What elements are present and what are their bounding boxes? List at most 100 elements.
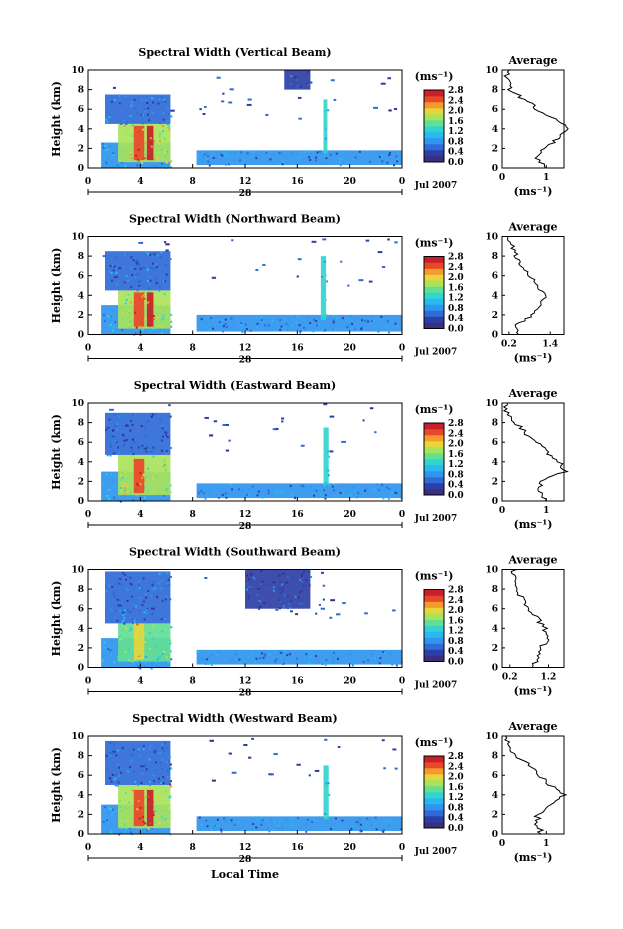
- heatmap-speckle: [144, 476, 147, 479]
- heatmap-speckle: [112, 326, 115, 329]
- heatmap-speckle: [130, 419, 133, 422]
- heatmap-speckle: [122, 119, 125, 122]
- heatmap-speckle: [324, 815, 327, 818]
- heatmap-speckle: [115, 773, 118, 776]
- heatmap-speckle: [168, 404, 171, 407]
- colorbar-segment: [424, 477, 444, 484]
- heatmap-speckle: [146, 448, 149, 451]
- heatmap-speckle: [299, 578, 302, 581]
- heatmap-speckle: [108, 752, 114, 755]
- heatmap-speckle: [278, 827, 281, 830]
- heatmap-speckle: [123, 617, 126, 620]
- heatmap-speckle: [334, 495, 337, 498]
- heatmap-speckle: [255, 157, 258, 160]
- heatmap-speckle: [168, 755, 171, 758]
- colorbar-segment: [424, 256, 444, 263]
- heatmap-speckle: [123, 823, 126, 826]
- heatmap-speckle: [239, 322, 242, 325]
- heatmap-speckle: [374, 431, 377, 434]
- heatmap-speckle: [275, 658, 278, 661]
- heatmap-speckle: [112, 778, 115, 781]
- colorbar-segment: [424, 286, 444, 293]
- heatmap-speckle: [302, 326, 305, 329]
- heatmap-speckle: [153, 751, 156, 754]
- heatmap-speckle: [134, 658, 137, 661]
- heatmap-cell: [133, 789, 145, 827]
- heatmap-speckle: [170, 785, 173, 788]
- heatmap-speckle: [145, 420, 150, 423]
- heatmap-speckle: [144, 822, 147, 825]
- heatmap-cell: [323, 427, 329, 487]
- heatmap-speckle: [215, 824, 218, 827]
- heatmap-speckle: [256, 322, 259, 325]
- heatmap-speckle: [159, 139, 162, 142]
- heatmap-speckle: [170, 109, 175, 112]
- heatmap-speckle: [119, 99, 122, 102]
- heatmap-speckle: [125, 578, 128, 581]
- colorbar-segment: [424, 595, 444, 602]
- y-tick-label: 8: [78, 752, 84, 762]
- heatmap-speckle: [137, 647, 140, 650]
- heatmap-speckle: [365, 486, 368, 489]
- heatmap-speckle: [332, 483, 335, 486]
- heatmap-speckle: [311, 240, 317, 243]
- heatmap-speckle: [112, 152, 115, 155]
- heatmap-speckle: [123, 124, 126, 127]
- date-label: Jul 2007: [414, 514, 457, 524]
- heatmap-speckle: [150, 315, 153, 318]
- heatmap-speckle: [290, 82, 293, 85]
- heatmap-speckle: [143, 297, 146, 300]
- heatmap-speckle: [264, 654, 267, 657]
- heatmap-speckle: [206, 155, 209, 158]
- heatmap-speckle: [120, 827, 123, 830]
- heatmap-speckle: [269, 773, 274, 776]
- heatmap-speckle: [319, 324, 322, 327]
- heatmap-speckle: [115, 283, 118, 286]
- average-y-tick-label: 0: [492, 497, 498, 507]
- heatmap-speckle: [199, 108, 202, 111]
- heatmap-speckle: [132, 607, 135, 610]
- heatmap-speckle: [247, 595, 250, 598]
- heatmap-speckle: [103, 320, 106, 323]
- heatmap-speckle: [148, 758, 151, 761]
- heatmap-speckle: [208, 164, 211, 167]
- heatmap-speckle: [158, 821, 161, 824]
- heatmap-speckle: [136, 262, 139, 265]
- heatmap-speckle: [138, 284, 141, 287]
- heatmap-speckle: [154, 645, 157, 648]
- heatmap-speckle: [324, 127, 327, 130]
- colorbar-tick-label: 0.4: [448, 148, 464, 158]
- y-tick-label: 0: [78, 497, 84, 507]
- heatmap-speckle: [301, 572, 304, 575]
- heatmap-speckle: [313, 318, 316, 321]
- heatmap-speckle: [160, 449, 163, 452]
- heatmap-speckle: [327, 474, 330, 477]
- heatmap-speckle: [221, 154, 224, 157]
- heatmap-speckle: [250, 573, 253, 576]
- heatmap-speckle: [117, 604, 123, 607]
- heatmap-speckle: [149, 266, 154, 269]
- heatmap-speckle: [141, 295, 144, 298]
- heatmap-speckle: [322, 238, 327, 241]
- colorbar-tick-label: 1.2: [448, 294, 464, 304]
- colorbar-tick-label: 0.8: [448, 803, 464, 813]
- heatmap-speckle: [209, 434, 214, 437]
- heatmap-speckle: [136, 813, 139, 816]
- heatmap-speckle: [396, 157, 399, 160]
- heatmap-speckle: [127, 293, 130, 296]
- heatmap-speckle: [233, 823, 236, 826]
- heatmap-speckle: [291, 828, 294, 831]
- heatmap-speckle: [247, 586, 250, 589]
- heatmap-speckle: [349, 315, 352, 318]
- heatmap-cell: [196, 314, 402, 332]
- heatmap-speckle: [145, 641, 148, 644]
- heatmap-speckle: [204, 416, 209, 419]
- date-label: Jul 2007: [414, 847, 457, 857]
- heatmap-speckle: [261, 819, 264, 822]
- heatmap-speckle: [267, 324, 270, 327]
- heatmap-speckle: [284, 649, 287, 652]
- heatmap-speckle: [332, 319, 335, 322]
- heatmap-speckle: [156, 658, 159, 661]
- heatmap-speckle: [157, 815, 160, 818]
- heatmap-speckle: [142, 600, 145, 603]
